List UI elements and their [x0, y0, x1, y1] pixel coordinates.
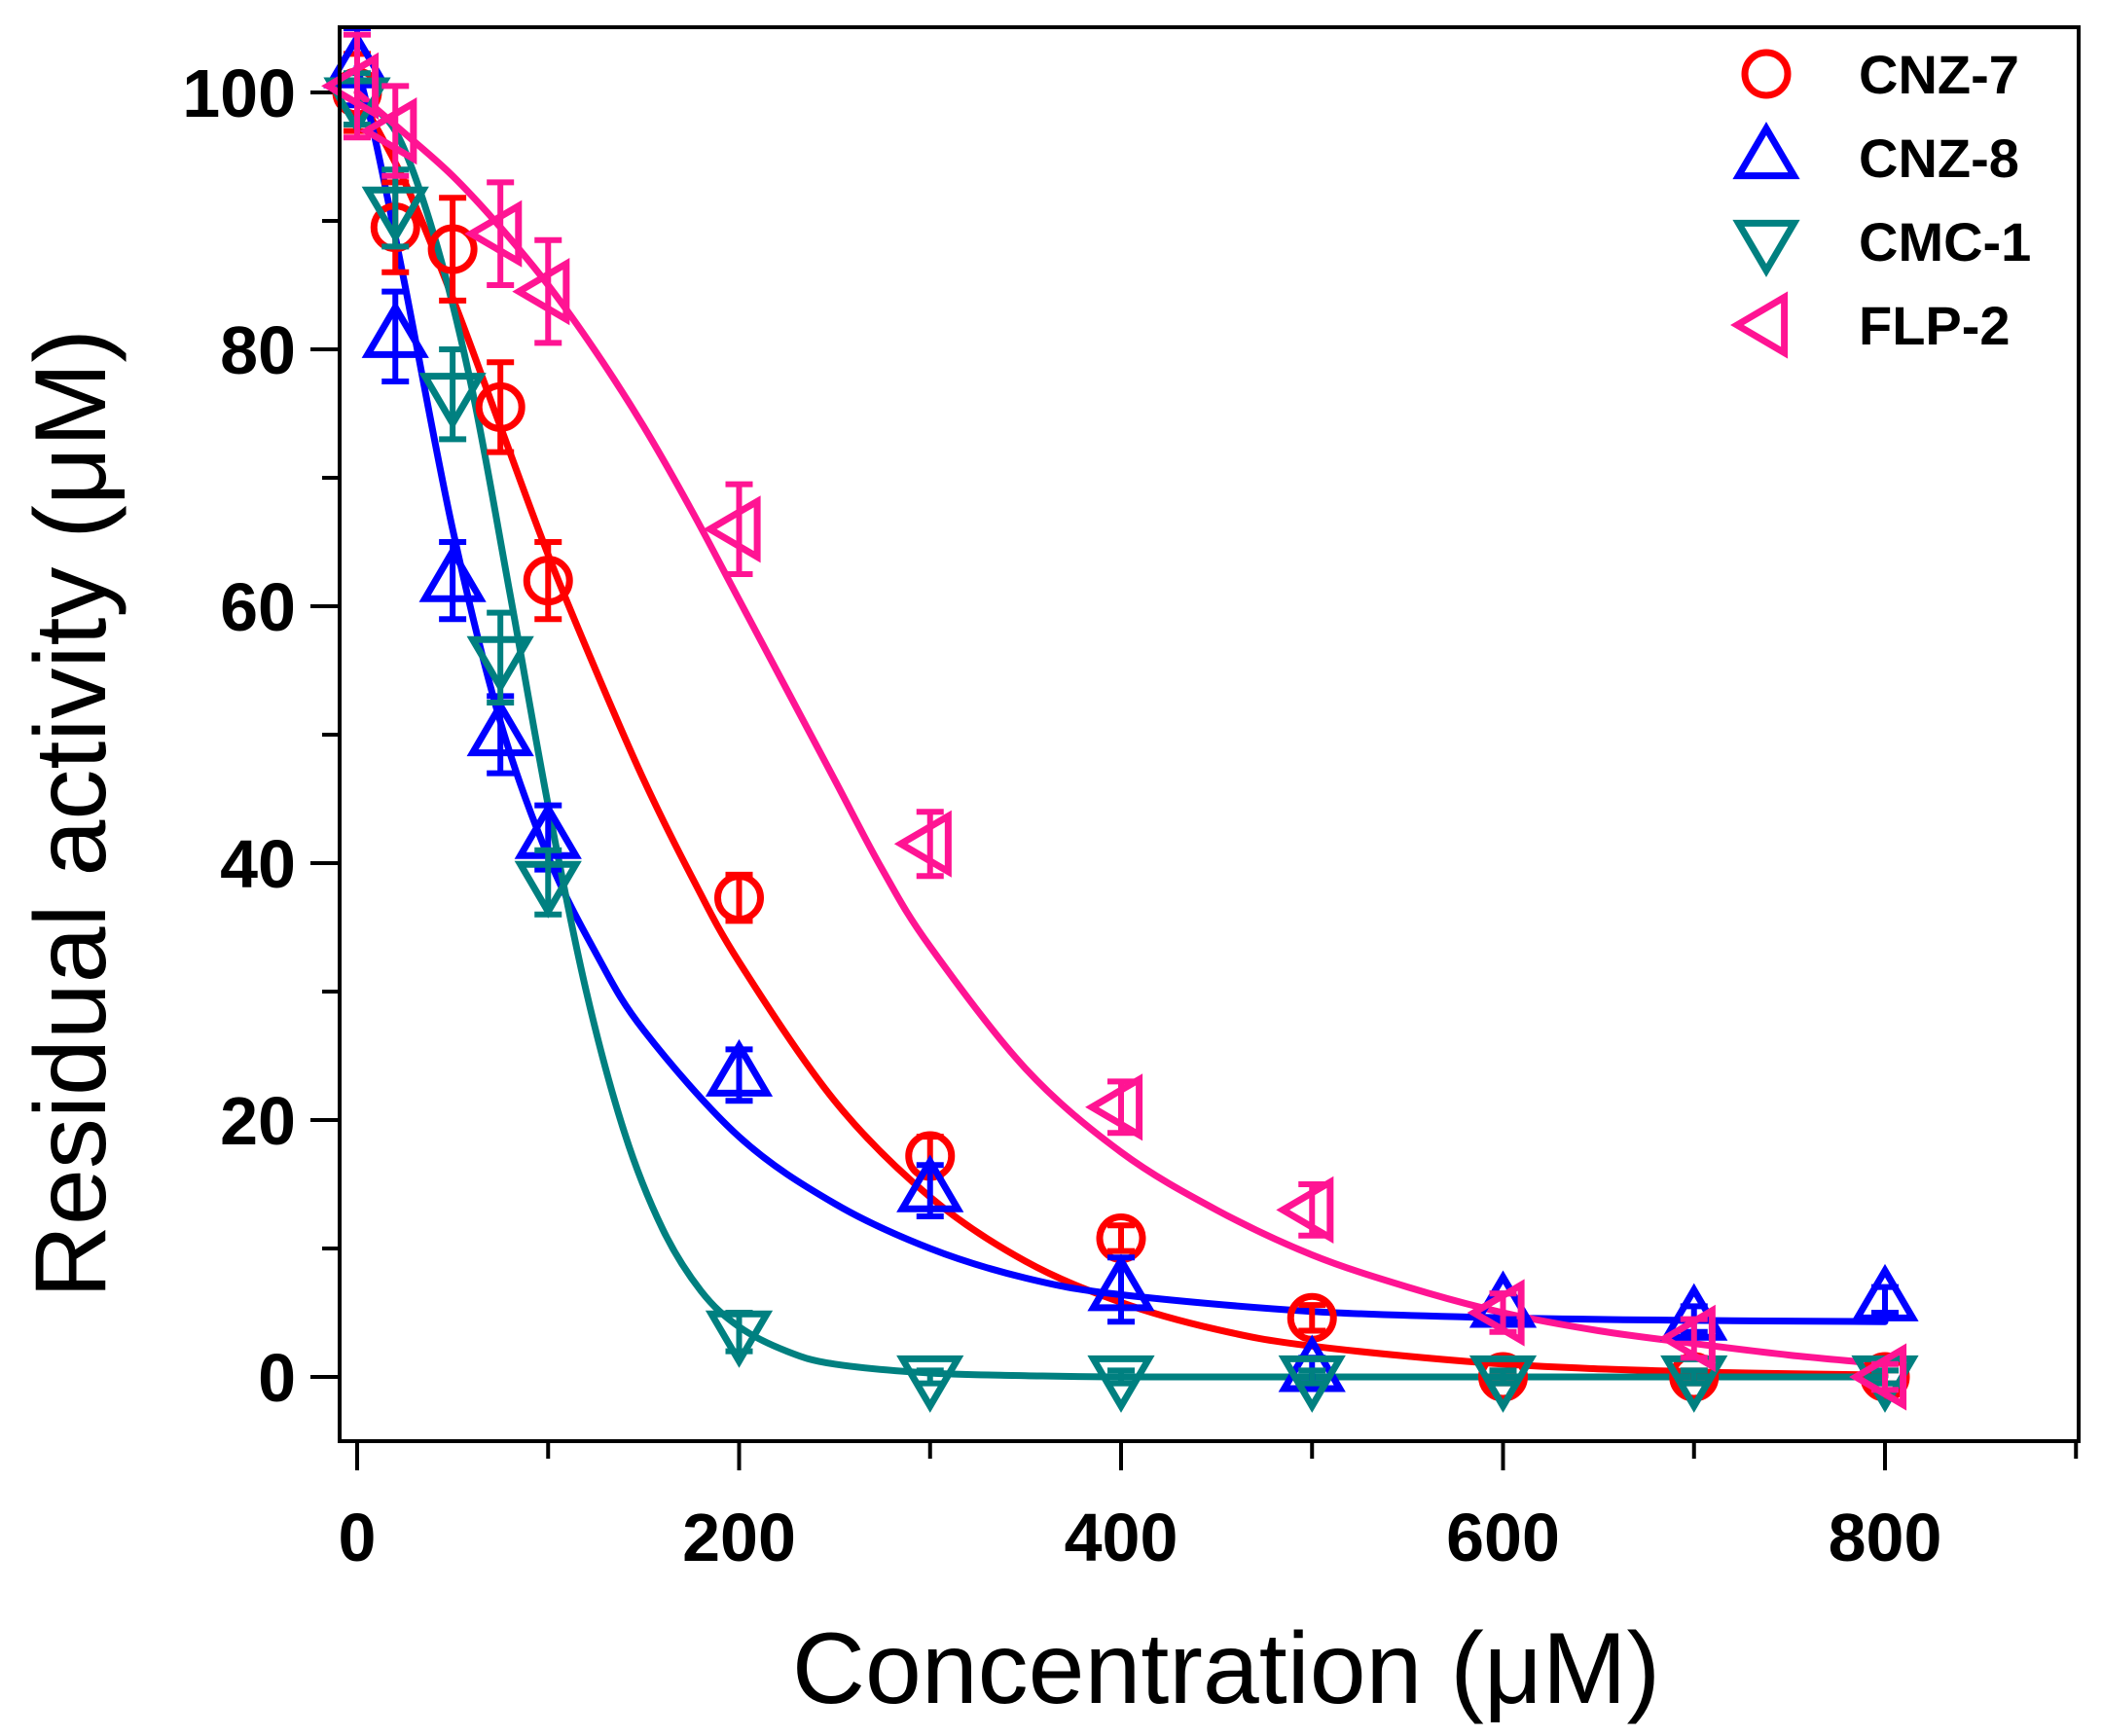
data-point-cnz-8	[896, 1154, 964, 1212]
data-point-cnz-7	[714, 873, 764, 923]
legend: CNZ-7 CNZ-8 CMC-1 FLP-2	[1730, 44, 2031, 359]
data-point-flp-2	[321, 52, 380, 121]
data-point-cmc-1	[896, 1355, 964, 1413]
data-point-cmc-1	[361, 186, 429, 244]
data-point-cnz-8	[1087, 1253, 1155, 1312]
data-point-flp-2	[359, 96, 417, 165]
y-tick-label: 20	[220, 1083, 296, 1159]
data-point-cmc-1	[1087, 1355, 1155, 1413]
data-point-flp-2	[893, 810, 952, 878]
data-point-flp-2	[1849, 1343, 1907, 1411]
y-axis-title: Residual activity (μM)	[15, 329, 127, 1298]
series-flp-2	[321, 31, 1907, 1411]
legend-label-cnz-7: CNZ-7	[1859, 44, 2019, 105]
legend-label-cnz-8: CNZ-8	[1859, 127, 2019, 189]
data-point-cmc-1	[1278, 1355, 1346, 1413]
y-tick-label: 100	[182, 55, 296, 131]
y-tick-label: 60	[220, 569, 296, 645]
legend-marker-cnz-8	[1732, 122, 1800, 180]
data-point-cmc-1	[418, 373, 487, 431]
data-point-flp-2	[464, 199, 523, 268]
legend-marker-cmc-1	[1732, 219, 1800, 277]
data-point-cmc-1	[705, 1310, 774, 1368]
data-point-cnz-8	[1278, 1334, 1346, 1392]
data-point-cmc-1	[1468, 1355, 1538, 1413]
x-tick-label: 400	[1065, 1500, 1178, 1575]
data-point-flp-2	[1276, 1175, 1334, 1245]
x-tick-label: 800	[1829, 1500, 1942, 1575]
legend-label-flp-2: FLP-2	[1859, 295, 2011, 356]
axis-ticks	[310, 90, 2079, 1470]
data-point-cmc-1	[466, 635, 534, 694]
series-cmc-1	[323, 70, 1919, 1413]
legend-marker-cnz-7	[1741, 49, 1792, 99]
data-point-cnz-7	[475, 381, 526, 432]
x-axis-title: Concentration (μM)	[792, 1612, 1660, 1725]
legend-label-cmc-1: CMC-1	[1859, 211, 2031, 272]
x-tick-labels: 0 200 400 600 800	[339, 1500, 1942, 1575]
fit-curve-cmc-1	[353, 95, 1889, 1381]
x-tick-label: 200	[682, 1500, 796, 1575]
data-point-flp-2	[512, 257, 570, 326]
fit-curve-cnz-8	[353, 63, 1889, 1325]
y-tick-labels: 0 20 40 60 80 100	[182, 55, 296, 1416]
data-point-cnz-8	[705, 1038, 774, 1097]
data-point-flp-2	[703, 495, 761, 563]
data-point-cnz-8	[361, 300, 429, 358]
data-point-cnz-8	[1851, 1263, 1919, 1321]
data-points	[321, 25, 1919, 1413]
data-point-flp-2	[1467, 1279, 1525, 1347]
data-point-flp-2	[1085, 1073, 1143, 1141]
data-point-flp-2	[1657, 1304, 1716, 1373]
y-tick-label: 80	[220, 312, 296, 388]
x-tick-label: 600	[1446, 1500, 1560, 1575]
data-point-cnz-8	[418, 544, 487, 602]
x-tick-label: 0	[339, 1500, 377, 1575]
y-tick-label: 40	[220, 826, 296, 902]
plot-frame	[338, 25, 2081, 1443]
data-point-cnz-7	[523, 556, 573, 606]
legend-marker-flp-2	[1730, 291, 1789, 359]
y-tick-label: 0	[258, 1340, 296, 1416]
data-point-cnz-8	[466, 699, 534, 757]
data-point-cnz-7	[427, 224, 478, 274]
data-point-cmc-1	[514, 860, 582, 919]
